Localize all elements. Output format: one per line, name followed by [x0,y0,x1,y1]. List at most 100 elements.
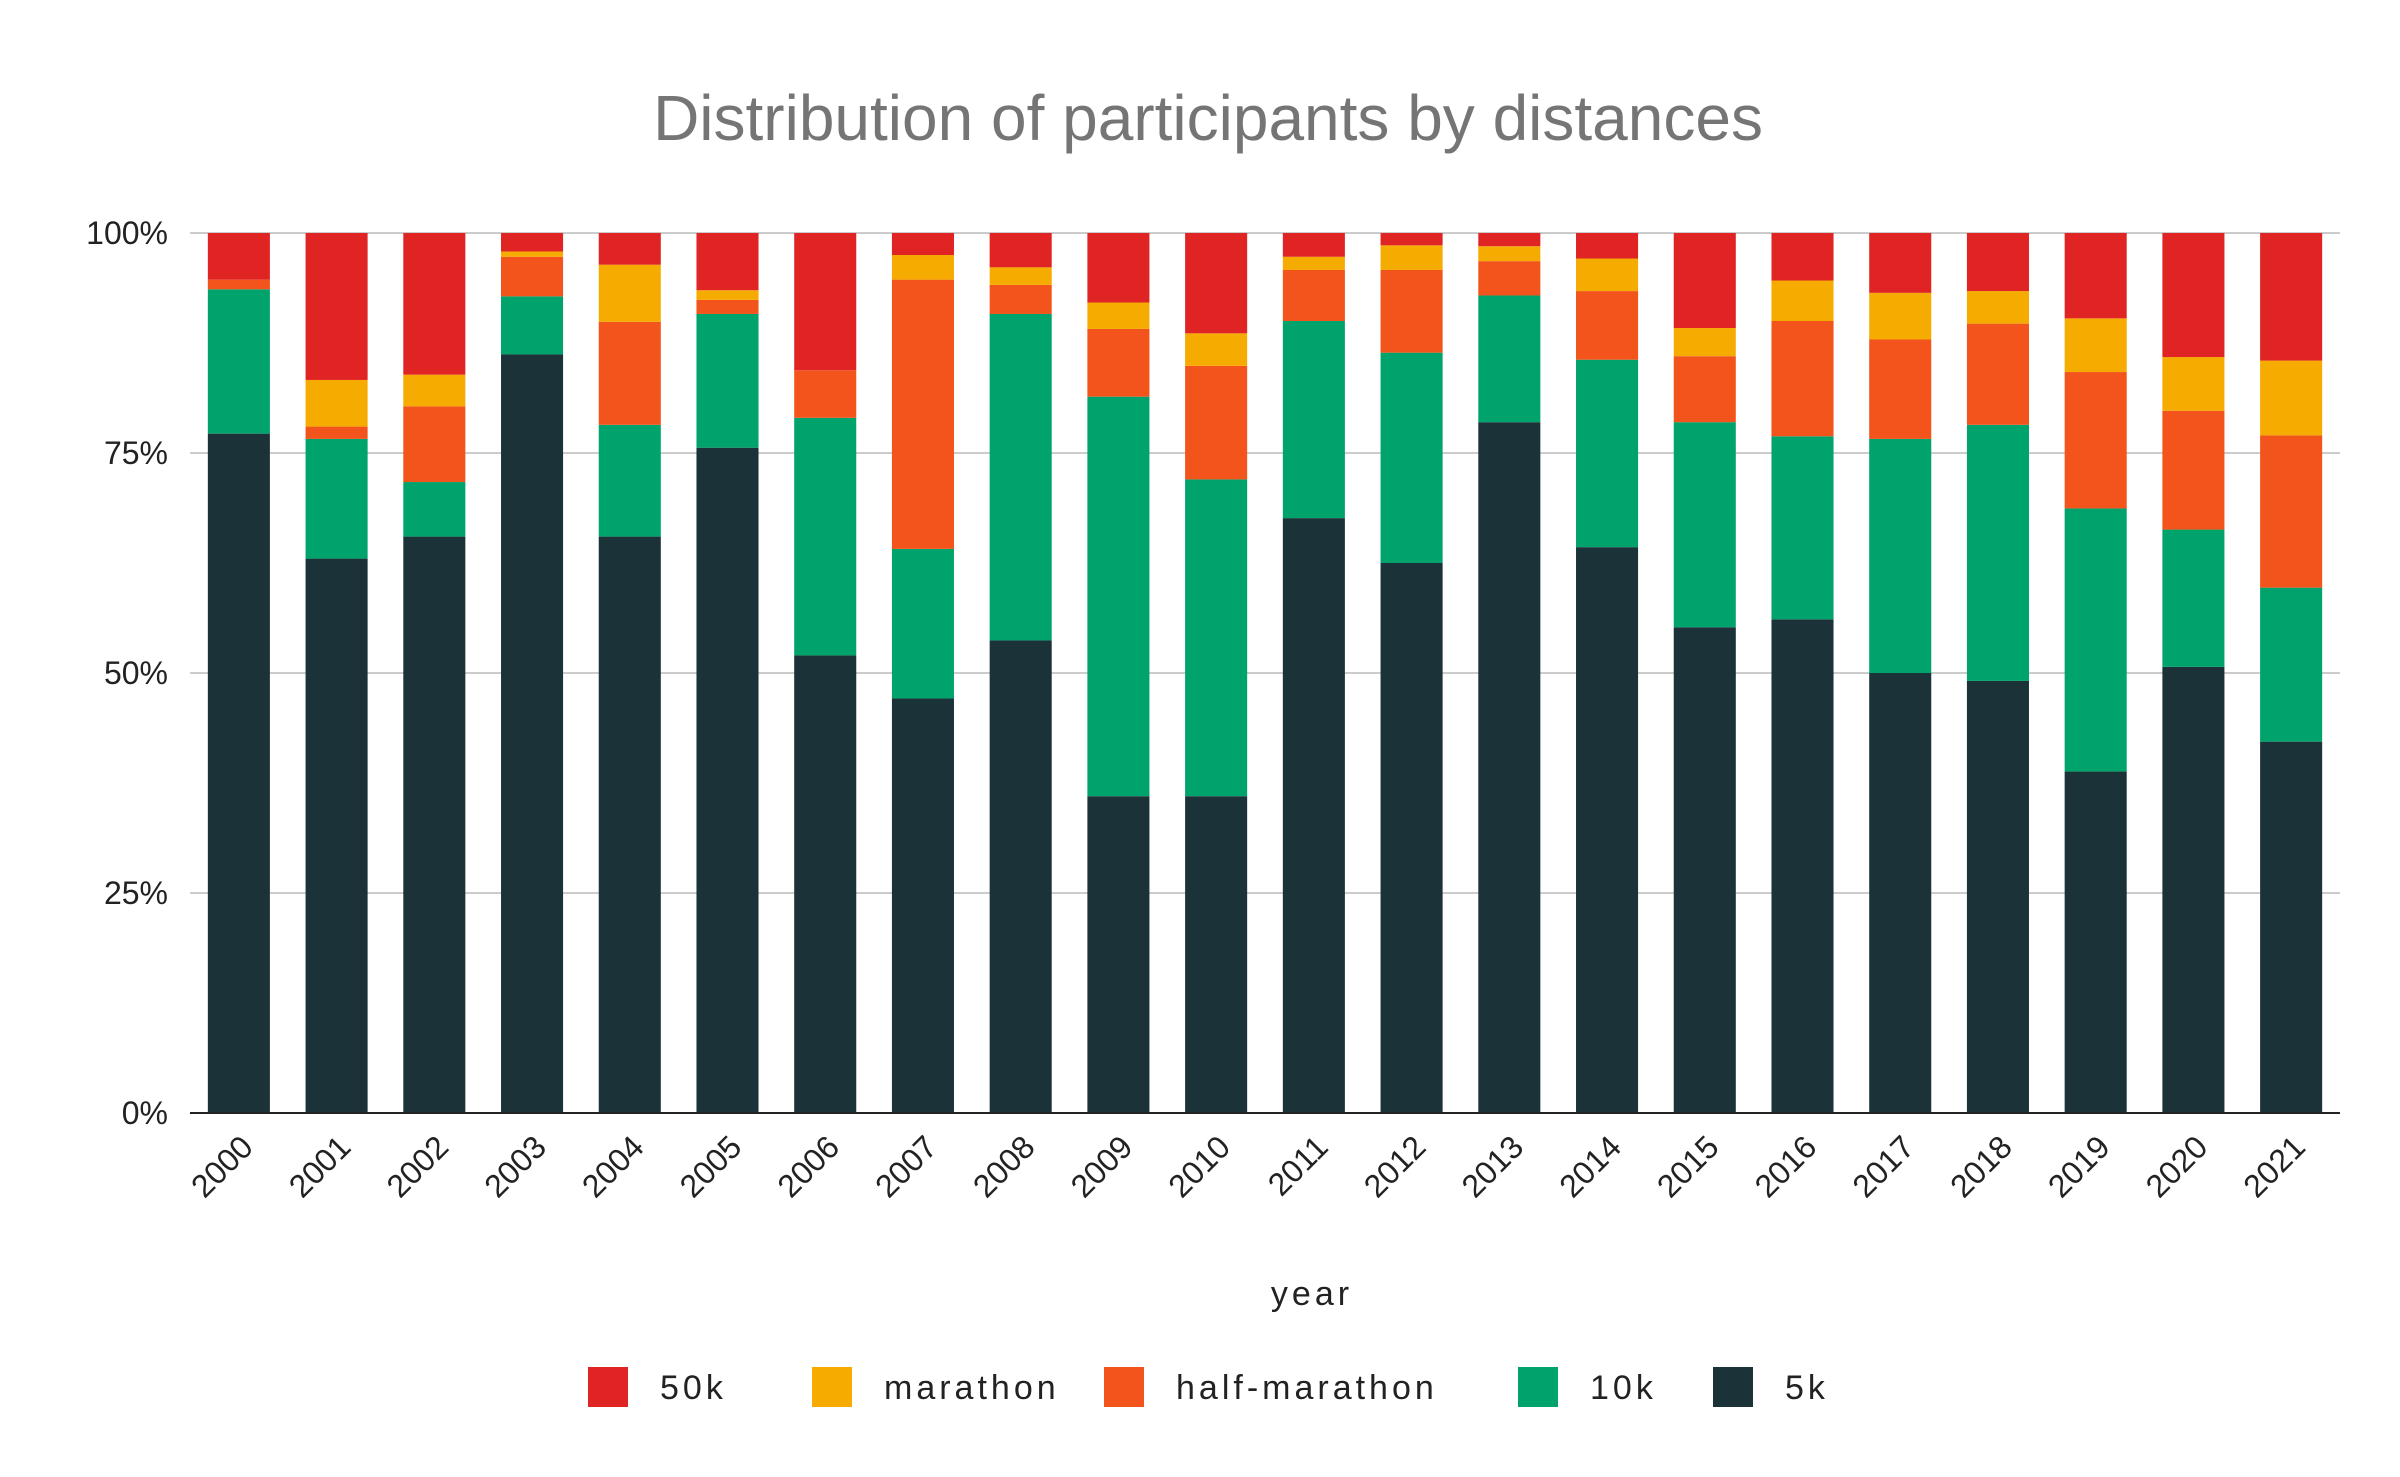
bar-segment-5k-2013 [1478,422,1541,1113]
bar-segment-5k-2017 [1869,673,1932,1113]
legend-label-half-marathon: half-marathon [1176,1369,1438,1407]
bar-segment-marathon-2005 [696,290,759,300]
bar-segment-50k-2018 [1966,233,2029,292]
legend-label-10k: 10k [1590,1369,1657,1407]
bar-segment-10k-2004 [598,424,661,537]
legend-label-marathon: marathon [884,1369,1060,1407]
bar-segment-half-marathon-2010 [1185,365,1248,480]
bar-segment-10k-2001 [305,438,368,559]
legend-swatch-50k [588,1367,628,1407]
bar-segment-5k-2000 [207,433,270,1113]
y-tick-label: 75% [104,435,168,471]
bar-segment-10k-2021 [2260,587,2323,742]
bar-segment-marathon-2018 [1966,291,2029,324]
bar-segment-10k-2002 [403,482,466,537]
x-tick-label: 2009 [1064,1128,1140,1204]
bar-segment-50k-2019 [2064,233,2127,319]
bar-segment-marathon-2014 [1576,258,1639,292]
bar-segment-marathon-2012 [1380,245,1443,270]
bar-segment-50k-2004 [598,233,661,265]
y-tick-label: 25% [104,875,168,911]
bar-segment-10k-2009 [1087,396,1150,797]
x-tick-label: 2006 [770,1128,846,1204]
bar-segment-50k-2016 [1771,233,1834,281]
bar-segment-10k-2013 [1478,295,1541,423]
bar-segment-5k-2010 [1185,796,1248,1113]
bar-segment-50k-2005 [696,233,759,291]
bar-segment-half-marathon-2001 [305,426,368,439]
bar-segment-50k-2020 [2162,233,2225,358]
bar-segment-50k-2003 [501,233,564,252]
bar-segment-5k-2012 [1380,563,1443,1113]
chart-title: Distribution of participants by distance… [653,82,1763,154]
bar-segment-50k-2002 [403,233,466,375]
bar-segment-marathon-2017 [1869,292,1932,340]
bar-segment-50k-2013 [1478,233,1541,247]
bar-segment-half-marathon-2011 [1282,269,1345,321]
bar-segment-10k-2003 [501,296,564,355]
x-tick-label: 2017 [1845,1128,1921,1204]
x-tick-label: 2014 [1552,1128,1628,1204]
bar-segment-5k-2001 [305,558,368,1113]
legend-label-5k: 5k [1785,1369,1829,1407]
legend-swatch-marathon [812,1367,852,1407]
legend-label-50k: 50k [660,1369,727,1407]
bar-segment-marathon-2004 [598,264,661,322]
x-tick-label: 2004 [575,1128,651,1204]
bar-segment-10k-2019 [2064,508,2127,772]
bar-segment-half-marathon-2009 [1087,328,1150,397]
bar-segment-10k-2011 [1282,321,1345,519]
x-tick-label: 2001 [282,1128,358,1204]
bar-segment-5k-2004 [598,536,661,1113]
bar-segment-10k-2006 [794,417,857,656]
bar-segment-5k-2016 [1771,619,1834,1113]
bar-segment-half-marathon-2014 [1576,291,1639,360]
bar-segment-50k-2009 [1087,233,1150,303]
legend-swatch-half-marathon [1104,1367,1144,1407]
bar-segment-50k-2010 [1185,233,1248,334]
x-tick-label: 2000 [184,1128,260,1204]
bar-segment-10k-2020 [2162,529,2225,667]
x-tick-label: 2005 [673,1128,749,1204]
bar-segment-marathon-2016 [1771,280,1834,321]
bar-segment-marathon-2019 [2064,318,2127,373]
bar-segment-50k-2011 [1282,233,1345,257]
x-tick-label: 2020 [2139,1128,2215,1204]
x-tick-label: 2019 [2041,1128,2117,1204]
bar-segment-half-marathon-2005 [696,299,759,314]
x-tick-label: 2021 [2236,1128,2312,1204]
bar-segment-50k-2007 [891,233,954,255]
bar-segment-half-marathon-2017 [1869,339,1932,439]
bar-segment-half-marathon-2020 [2162,410,2225,530]
x-tick-label: 2010 [1161,1128,1237,1204]
bar-segment-marathon-2015 [1673,328,1736,357]
bar-segment-half-marathon-2000 [207,279,270,290]
bar-segment-5k-2019 [2064,771,2127,1113]
bar-segment-marathon-2021 [2260,360,2323,436]
bar-segment-marathon-2013 [1478,246,1541,262]
x-tick-label: 2012 [1357,1128,1433,1204]
bar-segment-marathon-2008 [989,267,1052,285]
x-tick-label: 2016 [1748,1128,1824,1204]
bar-segment-50k-2006 [794,233,857,371]
bar-segment-half-marathon-2008 [989,284,1052,314]
bar-segment-half-marathon-2004 [598,321,661,425]
bar-segment-10k-2016 [1771,436,1834,620]
bar-segment-half-marathon-2016 [1771,321,1834,437]
bar-segment-half-marathon-2007 [891,279,954,549]
bar-segment-half-marathon-2015 [1673,356,1736,423]
bar-segment-half-marathon-2003 [501,256,564,297]
bar-segment-5k-2006 [794,655,857,1113]
bar-segment-10k-2014 [1576,359,1639,548]
legend: 50k marathon half-marathon 10k 5k [588,1367,1829,1407]
x-tick-label: 2007 [868,1128,944,1204]
bar-segment-5k-2021 [2260,741,2323,1113]
bar-segment-5k-2020 [2162,666,2225,1113]
bar-segment-5k-2002 [403,536,466,1113]
bar-segment-5k-2007 [891,698,954,1113]
y-tick-label: 0% [122,1095,168,1131]
x-tick-label: 2003 [477,1128,553,1204]
bar-segment-10k-2000 [207,289,270,434]
x-tick-label: 2011 [1261,1128,1335,1202]
